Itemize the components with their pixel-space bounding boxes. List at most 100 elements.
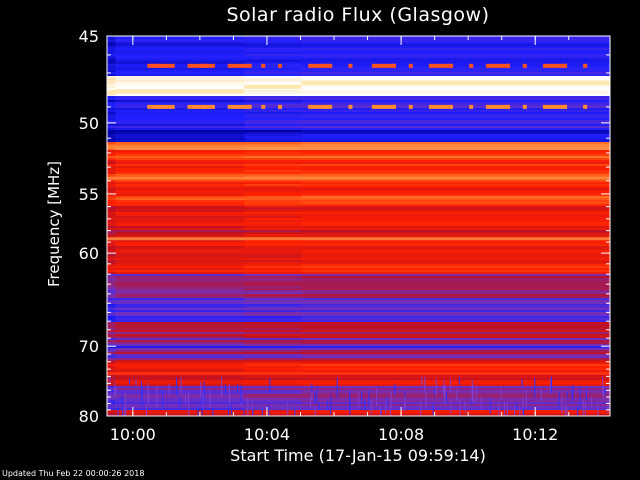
- spectrogram-cell-560: [107, 316, 116, 319]
- noise-streak-5: [209, 389, 211, 408]
- spectrogram-cell-57: [115, 64, 245, 67]
- spectrogram-cell-514: [244, 292, 302, 295]
- spectrogram-cell-708: [107, 390, 116, 393]
- spectrogram-cell-10: [244, 40, 302, 43]
- spectrogram-cell-562: [244, 316, 302, 319]
- spectrogram-cell-353: [115, 212, 245, 215]
- spectrogram-cell-255: [301, 162, 610, 165]
- spectrogram-cell-598: [244, 334, 302, 337]
- spectrogram-cell-180: [107, 126, 116, 129]
- spectrogram-cell-608: [107, 340, 116, 343]
- spectrogram-cell-728: [107, 400, 116, 403]
- spectrogram-cell-410: [244, 240, 302, 243]
- spectrogram-cell-130: [244, 100, 302, 103]
- spectrogram-cell-263: [301, 166, 610, 169]
- spectrogram-cell-269: [115, 170, 245, 173]
- noise-streak-57: [358, 392, 360, 409]
- spectrogram-cell-92: [107, 82, 116, 85]
- y-tick-label-2: 55: [79, 185, 99, 204]
- spectrogram-cell-527: [301, 298, 610, 301]
- spectrogram-cell-602: [244, 336, 302, 339]
- spectrogram-cell-190: [244, 130, 302, 133]
- spectrogram-cell-442: [244, 256, 302, 259]
- spectrogram-cell-46: [244, 58, 302, 61]
- spectrogram-cell-705: [115, 388, 245, 391]
- spectrogram-cell-588: [107, 330, 116, 333]
- spectrogram-cell-362: [244, 216, 302, 219]
- spectrogram-cell-493: [115, 282, 245, 285]
- spectrogram-cell-699: [301, 384, 610, 387]
- spectrogram-cell-192: [107, 132, 116, 135]
- interference-blip-12-1: [371, 104, 396, 109]
- spectrogram-cell-246: [244, 158, 302, 161]
- spectrogram-cell-273: [115, 172, 245, 175]
- noise-streak-32: [558, 391, 560, 402]
- noise-streak-58: [179, 395, 181, 410]
- spectrogram-cell-340: [107, 206, 116, 209]
- plot-frame: [106, 35, 611, 417]
- spectrogram-cell-301: [115, 186, 245, 189]
- spectrogram-cell-385: [115, 228, 245, 231]
- spectrogram-cell-19: [301, 44, 610, 47]
- spectrogram-cell-505: [115, 288, 245, 291]
- spectrogram-cell-48: [107, 60, 116, 63]
- spectrogram-cell-730: [244, 400, 302, 403]
- noise-streak-111: [361, 392, 363, 404]
- spectrogram-cell-131: [301, 100, 610, 103]
- spectrogram-cell-396: [107, 234, 116, 237]
- emission-line-0: [107, 145, 610, 149]
- spectrogram-cell-678: [244, 374, 302, 377]
- spectrogram-cell-523: [301, 296, 610, 299]
- spectrogram-cell-164: [107, 118, 116, 121]
- spectrogram-cell-511: [301, 290, 610, 293]
- spectrogram-cell-430: [244, 250, 302, 253]
- spectrogram-cell-371: [301, 220, 610, 223]
- noise-streak-74: [558, 402, 560, 409]
- interference-blip-13-0: [392, 63, 397, 68]
- spectrogram-cell-472: [107, 272, 116, 275]
- spectrogram-cell-713: [115, 392, 245, 395]
- spectrogram-cell-635: [301, 352, 610, 355]
- spectrogram-cell-307: [301, 188, 610, 191]
- y-tick-label-5: 80: [79, 407, 99, 426]
- noise-streak-26: [141, 381, 143, 397]
- spectrogram-cell-755: [301, 412, 610, 415]
- noise-streak-124: [523, 406, 525, 416]
- spectrogram-cell-206: [244, 138, 302, 141]
- spectrogram-cell-524: [107, 298, 116, 301]
- spectrogram-cell-752: [107, 412, 116, 415]
- spectrogram-cell-386: [244, 228, 302, 231]
- spectrogram-cell-693: [115, 382, 245, 385]
- spectrogram-cell-452: [107, 262, 116, 265]
- spectrogram-cell-422: [244, 246, 302, 249]
- noise-streak-14: [522, 397, 524, 416]
- spectrogram-cell-497: [115, 284, 245, 287]
- spectrogram-cell-21: [115, 46, 245, 49]
- spectrogram-cell-600: [107, 336, 116, 339]
- spectrogram-cell-194: [244, 132, 302, 135]
- spectrogram-cell-62: [244, 66, 302, 69]
- noise-streak-46: [148, 394, 150, 403]
- spectrogram-cell-690: [244, 380, 302, 383]
- spectrogram-cell-259: [301, 164, 610, 167]
- spectrogram-cell-627: [301, 348, 610, 351]
- noise-streak-94: [404, 390, 406, 398]
- spectrogram-cell-535: [301, 302, 610, 305]
- spectrogram-cell-191: [301, 130, 610, 133]
- spectrogram-cell-96: [107, 84, 116, 87]
- spectrogram-cell-437: [115, 254, 245, 257]
- spectrogram-cell-321: [115, 196, 245, 199]
- spectrogram-cell-377: [115, 224, 245, 227]
- noise-streak-137: [237, 384, 239, 393]
- spectrogram-cell-389: [115, 230, 245, 233]
- spectrogram-cell-183: [301, 126, 610, 129]
- spectrogram-cell-695: [301, 382, 610, 385]
- noise-streak-73: [125, 401, 127, 416]
- noise-streak-70: [525, 390, 527, 409]
- x-axis-label: Start Time (17-Jan-15 09:59:14): [230, 446, 486, 465]
- spectrogram-cell-207: [301, 138, 610, 141]
- spectrogram-cell-744: [107, 408, 116, 411]
- spectrogram-cell-522: [244, 296, 302, 299]
- interference-blip-16-1: [449, 104, 454, 109]
- spectrogram-cell-714: [244, 392, 302, 395]
